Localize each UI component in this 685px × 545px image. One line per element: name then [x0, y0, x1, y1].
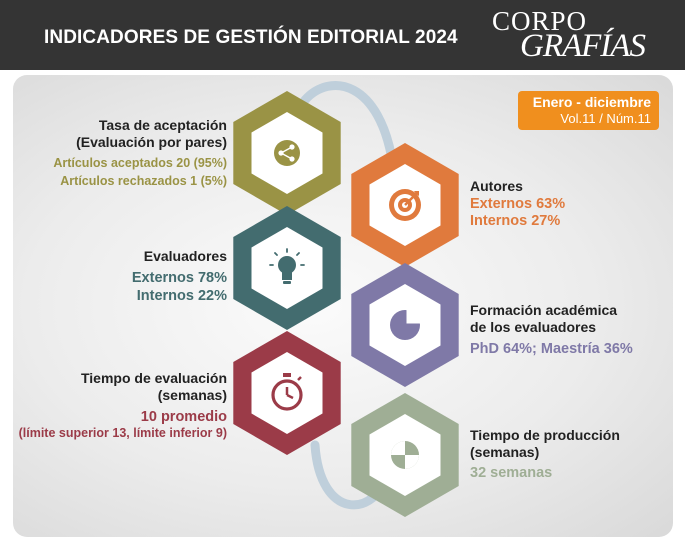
infographic-panel — [13, 75, 673, 537]
stopwatch-icon — [271, 373, 303, 411]
connector-top-arc — [300, 81, 398, 170]
reviewers-title: Evaluadores — [143, 248, 227, 264]
review-time-average: 10 promedio — [140, 409, 227, 425]
hexagon-authors — [351, 143, 459, 267]
progress-circle-icon — [391, 441, 419, 469]
training-title-2: de los evaluadores — [470, 319, 597, 335]
acceptance-title-1: Tasa de aceptación — [98, 117, 227, 133]
hexagon-production-time — [351, 393, 459, 517]
lightbulb-icon — [269, 248, 305, 284]
hexagon-review-time — [233, 331, 341, 455]
period-label: Enero - diciembre — [532, 94, 651, 110]
corpografias-logo: CORPO GRAFÍAS — [488, 4, 648, 66]
header-bar — [0, 0, 685, 70]
issue-label: Vol.11 / Núm.11 — [560, 111, 651, 126]
reviewers-internal: Internos 22% — [136, 288, 227, 304]
reviewers-external: Externos 78% — [131, 270, 227, 286]
production-time-title-1: Tiempo de producción — [470, 427, 620, 443]
authors-title: Autores — [470, 178, 523, 194]
hexagon-training — [351, 263, 459, 387]
target-icon — [389, 189, 421, 221]
share-icon — [274, 140, 300, 166]
review-time-limits: (límite superior 13, límite inferior 9) — [18, 426, 227, 440]
hexagon-acceptance — [233, 91, 341, 215]
production-time-weeks: 32 semanas — [470, 465, 553, 481]
authors-external: Externos 63% — [470, 196, 566, 212]
acceptance-title-2: (Evaluación por pares) — [76, 134, 227, 150]
production-time-title-2: (semanas) — [470, 444, 540, 460]
acceptance-accepted: Artículos aceptados 20 (95%) — [53, 156, 227, 170]
training-degrees: PhD 64%; Maestría 36% — [470, 341, 633, 357]
pie-chart-icon — [390, 309, 421, 340]
review-time-title-1: Tiempo de evaluación — [80, 370, 227, 386]
page-title: INDICADORES DE GESTIÓN EDITORIAL 2024 — [44, 27, 458, 48]
period-badge: Enero - diciembre Vol.11 / Núm.11 — [518, 91, 659, 130]
review-time-title-2: (semanas) — [157, 387, 227, 403]
logo-line-1: CORPO — [492, 6, 588, 36]
hexagon-reviewers — [233, 206, 341, 330]
training-title-1: Formación académica — [470, 302, 618, 318]
logo-line-2: GRAFÍAS — [520, 28, 646, 64]
authors-internal: Internos 27% — [470, 213, 561, 229]
acceptance-rejected: Artículos rechazados 1 (5%) — [60, 174, 227, 188]
